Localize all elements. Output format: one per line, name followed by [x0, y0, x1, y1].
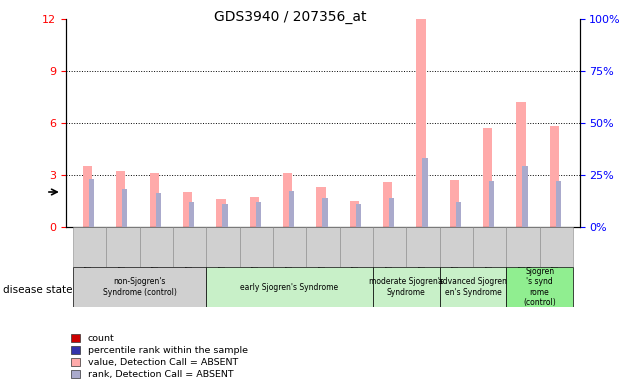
Bar [249, 197, 259, 227]
Bar [256, 202, 261, 227]
Bar [289, 191, 294, 227]
Bar [239, 227, 273, 267]
Bar [549, 126, 559, 227]
Bar [473, 227, 507, 267]
Bar [273, 227, 306, 267]
Bar [122, 189, 127, 227]
Bar [106, 227, 139, 267]
Bar [507, 227, 539, 267]
Bar [340, 227, 373, 267]
Text: early Sjogren's Syndrome: early Sjogren's Syndrome [241, 283, 338, 291]
Bar [183, 192, 192, 227]
Bar [156, 194, 161, 227]
Bar [283, 173, 292, 227]
Bar [373, 227, 406, 267]
Bar [316, 187, 326, 227]
Bar [206, 267, 373, 307]
Bar [322, 197, 328, 227]
Bar [222, 204, 227, 227]
Text: GDS3940 / 207356_at: GDS3940 / 207356_at [214, 10, 366, 23]
Bar [206, 227, 239, 267]
Bar [306, 227, 340, 267]
Bar [507, 267, 573, 307]
Bar [450, 180, 459, 227]
Bar [440, 227, 473, 267]
Bar [216, 199, 226, 227]
Bar [422, 158, 428, 227]
Bar [116, 171, 125, 227]
Bar [440, 267, 507, 307]
Bar [189, 202, 194, 227]
Text: advanced Sjogren
en's Syndrome: advanced Sjogren en's Syndrome [438, 277, 507, 297]
Bar [83, 166, 92, 227]
Bar [89, 179, 94, 227]
Bar [539, 227, 573, 267]
Bar [139, 227, 173, 267]
Bar [73, 267, 206, 307]
Bar [556, 181, 561, 227]
Bar [522, 166, 527, 227]
Bar [455, 202, 461, 227]
Text: non-Sjogren's
Syndrome (control): non-Sjogren's Syndrome (control) [103, 277, 176, 297]
Bar [406, 227, 440, 267]
Bar [355, 204, 361, 227]
Bar [416, 19, 426, 227]
Text: Sjogren
's synd
rome
(control): Sjogren 's synd rome (control) [524, 267, 556, 307]
Bar [73, 227, 106, 267]
Legend: count, percentile rank within the sample, value, Detection Call = ABSENT, rank, : count, percentile rank within the sample… [71, 334, 248, 379]
Text: moderate Sjogren's
Syndrome: moderate Sjogren's Syndrome [369, 277, 444, 297]
Text: disease state: disease state [3, 285, 72, 295]
Bar [373, 267, 440, 307]
Bar [350, 201, 359, 227]
Bar [383, 182, 392, 227]
Bar [489, 181, 495, 227]
Bar [389, 197, 394, 227]
Bar [516, 102, 525, 227]
Bar [483, 128, 492, 227]
Bar [149, 173, 159, 227]
Bar [173, 227, 206, 267]
